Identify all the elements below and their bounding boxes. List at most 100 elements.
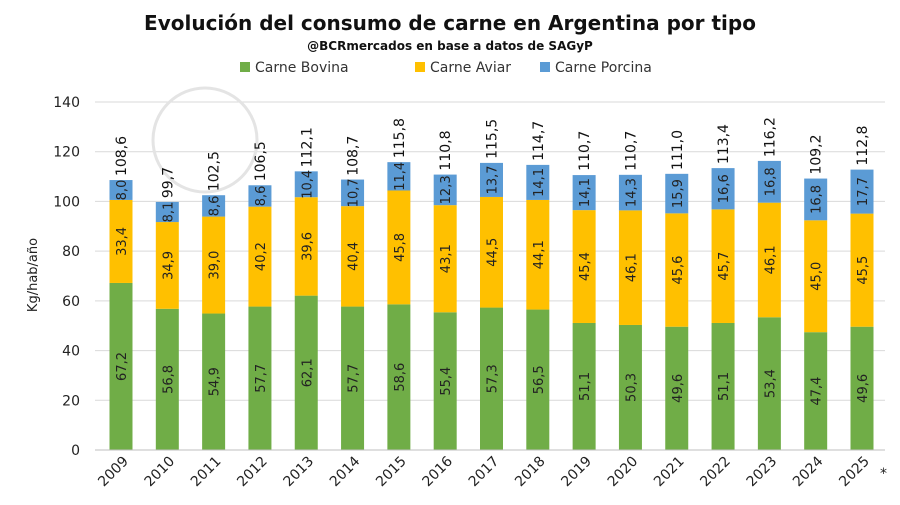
chart-title: Evolución del consumo de carne en Argent… bbox=[144, 11, 756, 35]
bar-segment bbox=[804, 178, 828, 221]
bar-segment bbox=[757, 317, 781, 450]
segment-label: 14,1 bbox=[578, 178, 593, 207]
segment-label: 45,4 bbox=[578, 252, 593, 281]
segment-label: 33,4 bbox=[115, 227, 130, 256]
segment-label: 49,6 bbox=[856, 374, 871, 403]
bar-segment bbox=[526, 164, 550, 200]
bar-segment bbox=[480, 307, 503, 450]
total-label: 110,8 bbox=[438, 130, 454, 170]
y-tick-label: 80 bbox=[62, 244, 80, 260]
bar-segment bbox=[387, 162, 411, 191]
bar-segment bbox=[294, 171, 318, 198]
legend-swatch bbox=[240, 62, 250, 72]
x-tick-label: 2019 bbox=[558, 454, 595, 491]
segment-label: 14,3 bbox=[624, 178, 639, 207]
bar-segment bbox=[804, 332, 828, 450]
segment-label: 11,4 bbox=[393, 162, 408, 191]
x-tick-label: 2010 bbox=[142, 454, 179, 491]
segment-label: 45,6 bbox=[671, 256, 686, 285]
x-tick-label: 2015 bbox=[373, 454, 410, 491]
y-tick-label: 100 bbox=[53, 194, 80, 210]
x-tick-label: 2016 bbox=[420, 453, 457, 490]
x-tick-label: 2020 bbox=[605, 454, 642, 491]
bar-segment bbox=[433, 312, 457, 450]
segment-label: 57,7 bbox=[347, 364, 362, 393]
segment-label: 8,0 bbox=[115, 180, 130, 201]
y-tick-label: 0 bbox=[71, 443, 80, 459]
bar-segment bbox=[572, 175, 596, 211]
bar-segment bbox=[155, 201, 179, 223]
total-label: 116,2 bbox=[762, 117, 778, 157]
bar-segment bbox=[109, 180, 133, 200]
bar-segment bbox=[433, 174, 457, 206]
x-tick-label: 2013 bbox=[281, 454, 318, 491]
bar-segment bbox=[341, 179, 365, 207]
legend-label: Carne Bovina bbox=[255, 60, 349, 76]
bar-segment bbox=[202, 195, 226, 217]
segment-label: 45,8 bbox=[393, 233, 408, 262]
legend-label: Carne Aviar bbox=[430, 60, 511, 76]
total-label: 115,8 bbox=[392, 118, 408, 158]
segment-label: 51,1 bbox=[717, 372, 732, 401]
segment-label: 16,8 bbox=[810, 185, 825, 214]
segment-label: 55,4 bbox=[439, 367, 454, 396]
total-label: 111,0 bbox=[670, 130, 686, 170]
x-tick-label: 2021 bbox=[651, 454, 688, 491]
segment-label: 8,1 bbox=[161, 202, 176, 223]
total-label: 110,7 bbox=[623, 131, 639, 171]
segment-label: 56,5 bbox=[532, 365, 547, 394]
x-tick-label: 2017 bbox=[466, 454, 503, 491]
segment-label: 45,0 bbox=[810, 262, 825, 291]
segment-label: 43,1 bbox=[439, 244, 454, 273]
segment-label: 15,9 bbox=[671, 179, 686, 208]
segment-label: 46,1 bbox=[624, 253, 639, 282]
total-label: 112,8 bbox=[855, 126, 871, 166]
x-tick-label: 2011 bbox=[188, 454, 225, 491]
segment-label: 56,8 bbox=[161, 365, 176, 394]
bar-segment bbox=[294, 197, 318, 296]
segment-label: 40,2 bbox=[254, 242, 269, 271]
bar-segment bbox=[294, 295, 318, 450]
legend-swatch bbox=[415, 62, 425, 72]
segment-label: 57,7 bbox=[254, 364, 269, 393]
bar-segment bbox=[341, 306, 365, 450]
segment-label: 51,1 bbox=[578, 372, 593, 401]
bar-segment bbox=[850, 213, 874, 327]
x-tick-label: 2009 bbox=[95, 454, 132, 491]
x-tick-label: 2025 bbox=[836, 454, 873, 491]
x-tick-label: 2012 bbox=[234, 454, 271, 491]
segment-label: 62,1 bbox=[300, 358, 315, 387]
bar-segment bbox=[341, 206, 365, 307]
y-tick-label: 20 bbox=[62, 393, 80, 409]
bar-segment bbox=[757, 160, 781, 203]
segment-label: 44,1 bbox=[532, 240, 547, 269]
bars: 67,2 33,4 8,0 108,6 56,8 34,9 8,1 99,7 54,9 39,0 8… bbox=[109, 117, 874, 450]
segment-label: 49,6 bbox=[671, 374, 686, 403]
bar-segment bbox=[248, 306, 272, 450]
total-label: 115,5 bbox=[485, 119, 501, 159]
bar-segment bbox=[757, 202, 781, 318]
chart-subtitle: @BCRmercados en base a datos de SAGyP bbox=[307, 39, 593, 53]
bar-segment bbox=[248, 206, 272, 307]
bar-segment bbox=[248, 185, 272, 207]
segment-label: 46,1 bbox=[763, 245, 778, 274]
x-tick-label: 2022 bbox=[697, 454, 734, 491]
bar-segment bbox=[711, 168, 735, 210]
segment-label: 50,3 bbox=[624, 373, 639, 402]
segment-label: 13,7 bbox=[486, 165, 501, 194]
x-axis: 2009 2010 2011 2012 2013 2014 2015 2016 2017 2018… bbox=[95, 449, 885, 491]
bar-segment bbox=[850, 326, 874, 450]
bar-segment bbox=[109, 282, 133, 450]
legend-swatch bbox=[540, 62, 550, 72]
bar-segment bbox=[665, 326, 689, 450]
segment-label: 10,4 bbox=[300, 170, 315, 199]
segment-label: 44,5 bbox=[486, 238, 501, 267]
bar-segment bbox=[665, 213, 689, 327]
total-label: 110,7 bbox=[577, 131, 593, 171]
segment-label: 58,6 bbox=[393, 363, 408, 392]
legend: Carne Bovina Carne Aviar Carne Porcina bbox=[240, 60, 652, 76]
segment-label: 57,3 bbox=[486, 364, 501, 393]
segment-label: 10,7 bbox=[347, 178, 362, 207]
segment-label: 54,9 bbox=[208, 367, 223, 396]
